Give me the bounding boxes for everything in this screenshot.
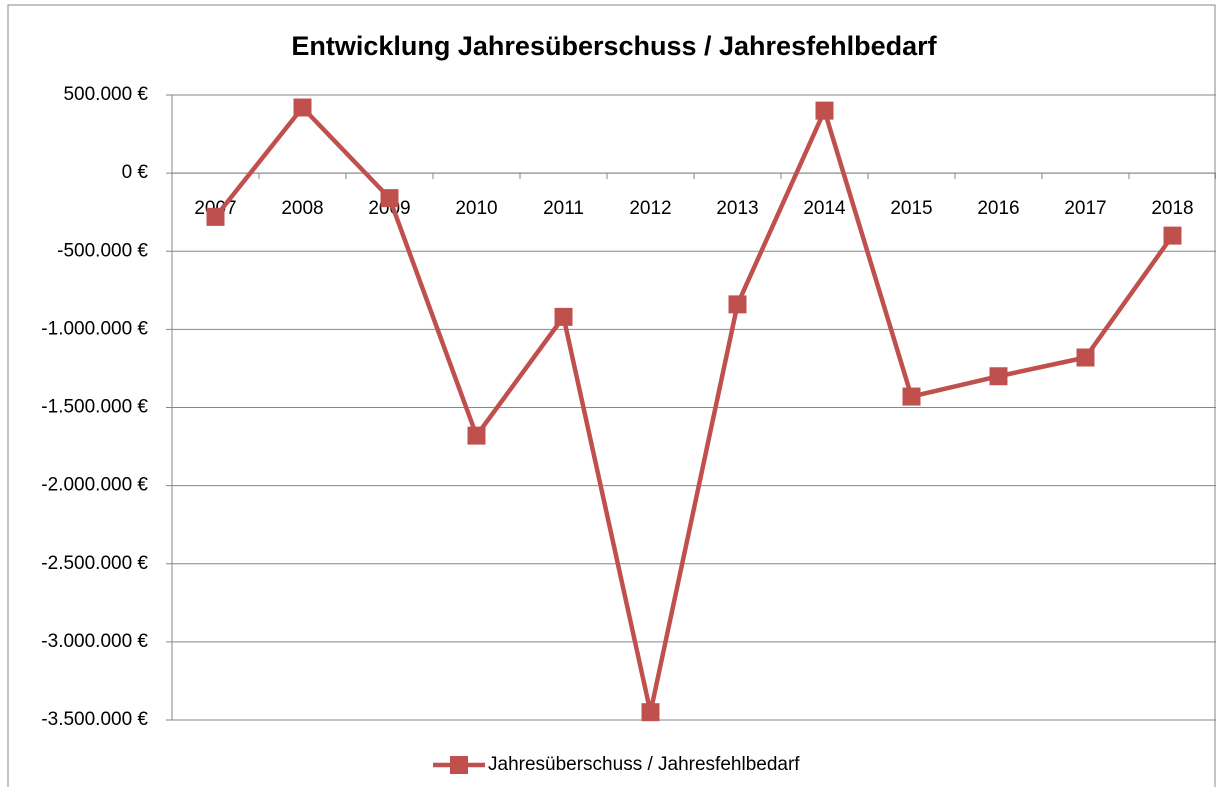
- chart-frame: [7, 4, 1216, 787]
- marker: [815, 101, 834, 120]
- x-tick-label: 2010: [455, 198, 497, 219]
- y-tick-label: -2.000.000 €: [41, 475, 148, 496]
- marker: [641, 703, 660, 722]
- y-tick-label: 500.000 €: [63, 84, 148, 105]
- x-tick-label: 2012: [629, 198, 671, 219]
- y-tick-label: 0 €: [122, 162, 149, 183]
- y-tick-label: -3.500.000 €: [41, 709, 148, 730]
- x-tick-label: 2011: [543, 198, 584, 219]
- y-tick-label: -3.000.000 €: [41, 631, 148, 652]
- x-tick-label: 2008: [281, 198, 323, 219]
- marker: [554, 307, 573, 326]
- y-tick-label: -500.000 €: [57, 240, 148, 261]
- legend-marker: [450, 756, 468, 774]
- marker: [206, 207, 225, 226]
- marker: [902, 387, 921, 406]
- y-tick-label: -1.000.000 €: [41, 318, 148, 339]
- series-line: [213, 105, 1175, 715]
- marker: [1076, 348, 1095, 367]
- marker: [293, 98, 312, 117]
- marker: [1163, 226, 1182, 245]
- y-tick-label: -2.500.000 €: [41, 553, 148, 574]
- legend-label: Jahresüberschuss / Jahresfehlbedarf: [488, 754, 800, 775]
- y-tick-label: -1.500.000 €: [41, 397, 148, 418]
- marker: [728, 295, 747, 314]
- x-tick-label: 2009: [368, 198, 410, 219]
- x-tick-label: 2014: [803, 198, 846, 219]
- x-tick-label: 2013: [716, 198, 758, 219]
- x-tick-label: 2017: [1064, 198, 1106, 219]
- chart-title: Entwicklung Jahresüberschuss / Jahresfeh…: [291, 31, 937, 61]
- marker: [467, 426, 486, 445]
- x-tick-label: 2018: [1151, 198, 1193, 219]
- x-tick-label: 2015: [890, 198, 932, 219]
- marker: [380, 189, 399, 208]
- x-tick-label: 2016: [977, 198, 1019, 219]
- marker: [989, 367, 1008, 386]
